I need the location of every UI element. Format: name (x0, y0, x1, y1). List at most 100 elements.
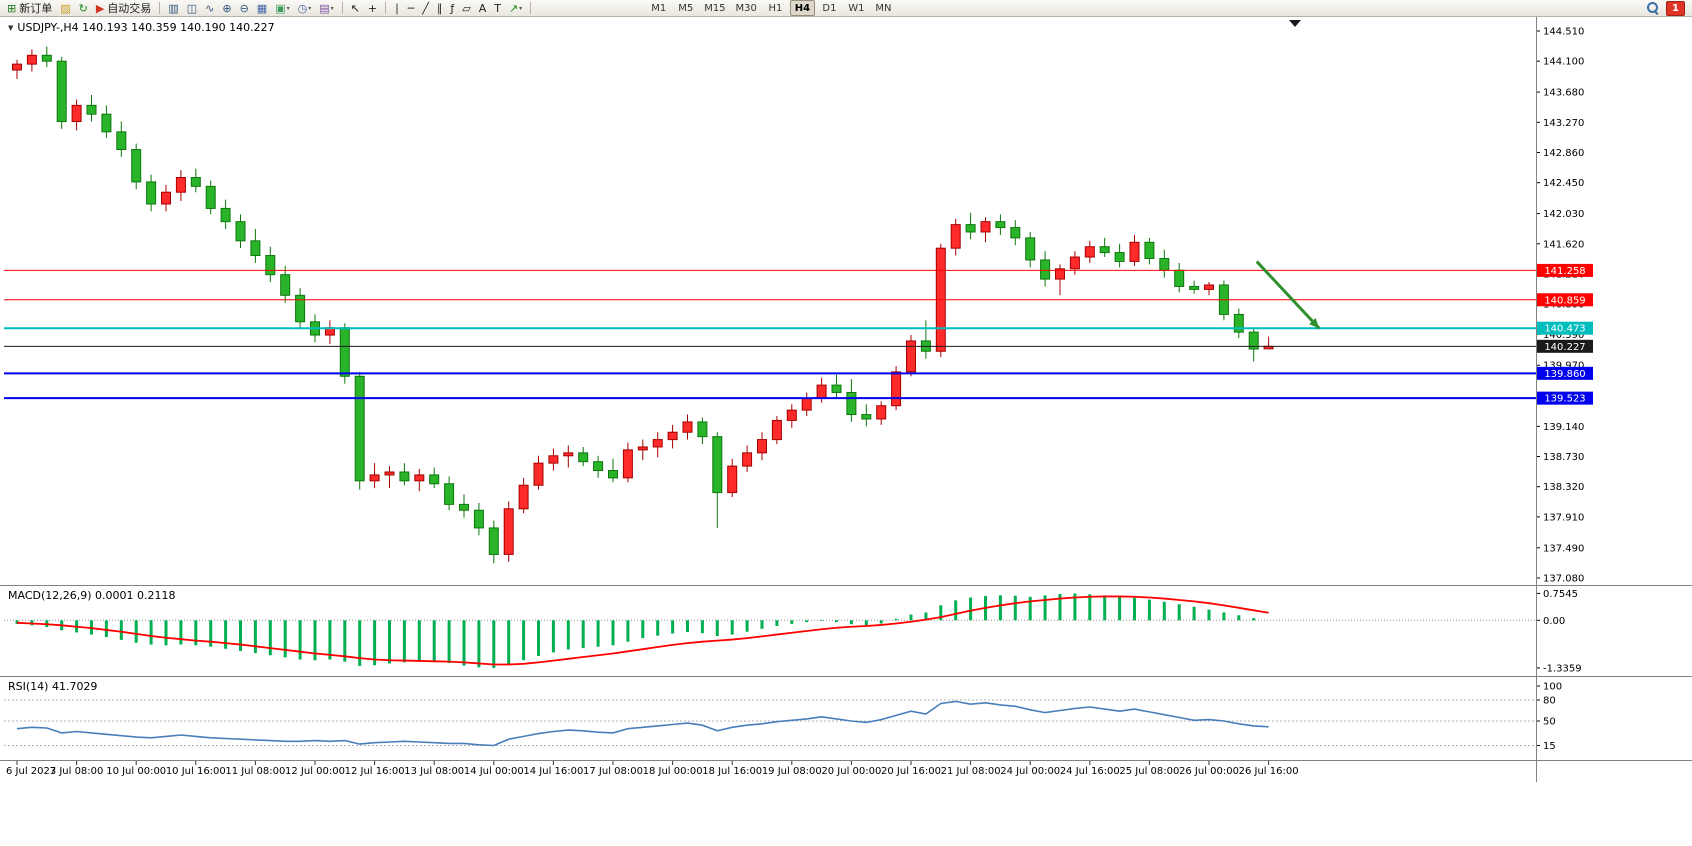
tile-windows-button[interactable]: ▦ (254, 0, 270, 17)
candlestick-chart-button[interactable]: ◫ (184, 0, 200, 17)
price-axis-label: 137.490 (1543, 543, 1584, 554)
rsi-axis-label: 100 (1543, 682, 1562, 693)
symbol-dropdown-icon[interactable]: ▼ (8, 23, 14, 32)
candle-body (608, 470, 618, 479)
time-axis-label: 14 Jul 16:00 (523, 766, 583, 777)
price-axis-label: 137.080 (1543, 573, 1584, 584)
candle-body (56, 60, 67, 123)
indicators-button[interactable]: ▣ ▾ (272, 0, 292, 17)
rsi-axis-label: 50 (1543, 717, 1556, 728)
candle-body (593, 461, 604, 472)
search-icon[interactable] (1646, 1, 1660, 15)
main-chart-panel[interactable] (0, 17, 1692, 585)
candle-body (1025, 237, 1036, 261)
tile-windows-icon: ▦ (256, 1, 268, 15)
candle-body (1040, 259, 1051, 280)
zoom-in-button[interactable]: ⊕ (219, 0, 234, 17)
chart-shift-marker[interactable] (1289, 20, 1301, 27)
line-chart-button[interactable]: ∿ (202, 0, 217, 17)
candle-body (459, 503, 469, 511)
horizontal-line-button[interactable]: ─ (405, 0, 418, 17)
arrows-button[interactable]: ↗ ▾ (506, 0, 525, 17)
crosshair-button[interactable]: + (365, 0, 380, 17)
arrows-icon: ↗ (508, 1, 519, 15)
rsi-panel[interactable] (0, 677, 1692, 760)
time-axis[interactable] (0, 760, 1692, 782)
timeframe-button-mn[interactable]: MN (875, 2, 892, 14)
timeframe-button-h4[interactable]: H4 (789, 0, 815, 16)
rsi-axis-label: 15 (1543, 741, 1556, 752)
candle-body (1084, 246, 1095, 258)
rsi-indicator-label: RSI(14) 41.7029 (8, 680, 98, 693)
templates-button[interactable]: ▤ ▾ (316, 0, 336, 17)
price-level-badge (1537, 263, 1593, 277)
fibonacci-button[interactable]: ƒ (447, 0, 457, 17)
text-button[interactable]: A (476, 0, 490, 17)
candle-body (712, 436, 723, 494)
price-level-badge-text: 140.227 (1544, 342, 1585, 353)
time-axis-label: 6 Jul 2023 (6, 766, 56, 777)
candlestick-chart-icon: ◫ (186, 1, 198, 15)
candle-body (235, 221, 246, 242)
price-axis-label: 139.970 (1543, 361, 1584, 372)
macd-panel[interactable] (0, 586, 1692, 676)
cursor-button[interactable]: ↖ (348, 0, 363, 17)
vertical-line-button[interactable]: ∣ (391, 0, 403, 17)
timeframe-button-m30[interactable]: M30 (735, 2, 757, 14)
zoom-out-button[interactable]: ⊖ (237, 0, 252, 17)
candle-body (876, 405, 887, 420)
equidistant-channel-icon: ∥ (436, 1, 443, 15)
candle-body (414, 474, 425, 482)
fibonacci-icon: ƒ (450, 1, 455, 15)
crosshair-icon: + (367, 1, 378, 15)
candle-body (891, 371, 902, 407)
trendline-button[interactable]: ╱ (419, 0, 432, 17)
timeframe-button-m5[interactable]: M5 (678, 2, 694, 14)
periods-button[interactable]: ◷ ▾ (295, 0, 315, 17)
equidistant-channel-button[interactable]: ∥ (434, 0, 446, 17)
bar-chart-button[interactable]: ▥ (165, 0, 181, 17)
autotrade-button[interactable]: ▶ 自动交易 (93, 0, 154, 17)
price-axis-label: 142.030 (1543, 209, 1584, 220)
new-order-button[interactable]: ⊞ 新订单 (4, 0, 55, 17)
candle-body (950, 224, 961, 249)
text-label-button[interactable]: T (491, 0, 504, 17)
line-chart-icon: ∿ (205, 1, 215, 15)
candle-body (1144, 241, 1155, 259)
profiles-button[interactable]: ▨ (57, 0, 73, 17)
symbol-ohlc-text: USDJPY-,H4 140.193 140.359 140.190 140.2… (17, 21, 275, 34)
shapes-icon: ▱ (462, 1, 471, 15)
refresh-button[interactable]: ↻ (76, 0, 91, 17)
toolbar-separator (159, 2, 161, 14)
candle-body (1099, 246, 1110, 254)
price-axis-label: 141.620 (1543, 239, 1584, 250)
candle-body (503, 508, 514, 555)
candle-body (26, 54, 37, 65)
price-level-badge (1537, 391, 1593, 405)
time-axis-label: 24 Jul 00:00 (1000, 766, 1060, 777)
candle-body (771, 419, 782, 441)
candle-body (518, 484, 529, 510)
price-axis-label: 144.510 (1543, 27, 1584, 38)
candle-body (1010, 227, 1021, 239)
candle-body (161, 191, 171, 205)
notification-badge[interactable]: 1 (1666, 0, 1685, 16)
timeframe-button-d1[interactable]: D1 (822, 2, 837, 14)
price-axis-label: 138.320 (1543, 482, 1584, 493)
candle-body (727, 465, 738, 494)
timeframe-button-h1[interactable]: H1 (768, 2, 783, 14)
candle-body (831, 384, 842, 393)
price-axis-label: 138.730 (1543, 452, 1584, 463)
shapes-button[interactable]: ▱ (459, 0, 473, 17)
trend-arrow[interactable] (1255, 260, 1321, 330)
timeframe-button-w1[interactable]: W1 (848, 2, 865, 14)
zoom-out-icon: ⊖ (239, 1, 249, 15)
timeframe-button-m15[interactable]: M15 (704, 2, 726, 14)
macd-axis-label: 0.7545 (1543, 589, 1578, 600)
timeframe-button-m1[interactable]: M1 (651, 2, 667, 14)
candle-body (12, 63, 22, 71)
price-level-badge-text: 140.859 (1544, 295, 1585, 306)
time-axis-label: 24 Jul 16:00 (1060, 766, 1120, 777)
symbol-info: ▼ USDJPY-,H4 140.193 140.359 140.190 140… (8, 21, 275, 34)
